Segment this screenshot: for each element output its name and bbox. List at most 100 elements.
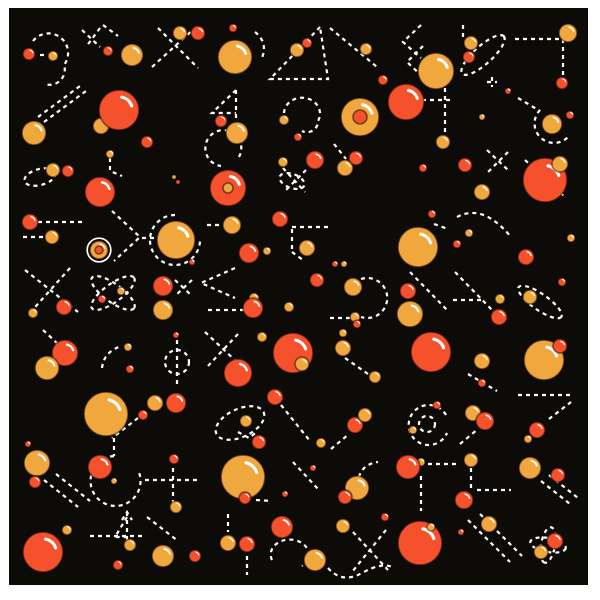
- pattern-dot: [152, 275, 174, 297]
- dot-highlight: [355, 419, 361, 425]
- dot-highlight: [163, 302, 171, 309]
- pattern-dot: [27, 307, 39, 319]
- pattern-dot: [551, 155, 569, 173]
- dot-highlight: [37, 453, 47, 462]
- dashed-shape: [90, 274, 136, 312]
- pattern-dot: [352, 319, 362, 329]
- pattern-dot: [552, 338, 568, 354]
- dot-highlight: [408, 458, 417, 466]
- dot-body: [156, 220, 196, 260]
- dot-highlight: [436, 401, 441, 405]
- dashed-shape: [327, 564, 393, 579]
- dot-body: [522, 289, 538, 305]
- pattern-dot: [478, 113, 486, 121]
- dot-body: [399, 282, 417, 300]
- dot-highlight: [143, 411, 147, 415]
- pattern-dot: [256, 331, 268, 343]
- dot-highlight: [545, 345, 559, 358]
- pattern-dot: [463, 452, 479, 468]
- pattern-dot: [408, 425, 418, 435]
- dot-highlight: [343, 342, 349, 348]
- pattern-dot: [251, 434, 267, 450]
- pattern-dot: [303, 548, 327, 572]
- dot-highlight: [180, 27, 185, 33]
- dot-highlight: [408, 285, 414, 291]
- dashed-shape: [214, 405, 266, 441]
- pattern-dot: [396, 300, 424, 328]
- dot-highlight: [47, 359, 56, 367]
- dot-body: [377, 74, 389, 86]
- pattern-dot: [22, 531, 64, 573]
- pattern-dot: [102, 45, 114, 57]
- pattern-dot: [283, 301, 295, 313]
- dot-body: [256, 331, 268, 343]
- dot-highlight: [307, 242, 313, 248]
- dot-highlight: [297, 133, 302, 137]
- dot-highlight: [284, 116, 288, 120]
- dot-highlight: [254, 294, 258, 298]
- dot-highlight: [481, 114, 485, 117]
- dot-highlight: [530, 459, 538, 467]
- dot-highlight: [297, 44, 302, 50]
- dashed-shape: [292, 461, 319, 490]
- pattern-dot: [475, 411, 495, 431]
- dot-body: [533, 544, 549, 560]
- dot-highlight: [419, 232, 433, 245]
- dot-highlight: [232, 24, 237, 28]
- dot-body: [518, 456, 542, 480]
- pattern-dot: [168, 453, 180, 465]
- pattern-dot: [315, 437, 327, 449]
- dot-highlight: [176, 502, 181, 507]
- dot-body: [87, 454, 113, 480]
- dot-body: [396, 300, 424, 328]
- pattern-dot: [541, 113, 563, 135]
- dot-highlight: [422, 164, 427, 168]
- pattern-dot: [294, 356, 310, 372]
- pattern-dot: [340, 260, 348, 268]
- dot-body: [550, 467, 566, 483]
- dot-highlight: [343, 261, 347, 264]
- dot-body: [541, 113, 563, 135]
- dot-body: [335, 518, 351, 534]
- dashed-shape: [102, 24, 119, 37]
- dashed-shape: [540, 480, 571, 505]
- dot-body: [473, 352, 491, 370]
- pattern-dot: [418, 163, 428, 173]
- dot-body: [298, 239, 316, 257]
- dot-body: [61, 164, 75, 178]
- dot-highlight: [473, 407, 479, 413]
- dot-body: [301, 37, 313, 49]
- dot-body: [61, 524, 73, 536]
- pattern-dot: [281, 490, 289, 498]
- dot-body: [171, 174, 177, 180]
- dot-body: [277, 156, 289, 168]
- dot-body: [278, 114, 290, 126]
- dashed-shape: [85, 27, 101, 48]
- dot-body: [214, 114, 228, 128]
- pattern-dot: [426, 522, 436, 532]
- dot-highlight: [44, 537, 58, 550]
- dot-body: [271, 210, 289, 228]
- dot-body: [34, 355, 60, 381]
- pattern-dot: [477, 378, 487, 388]
- dot-highlight: [113, 478, 117, 481]
- dot-highlight: [552, 116, 560, 123]
- dot-highlight: [163, 547, 171, 555]
- dot-highlight: [541, 546, 546, 552]
- dot-ring: [86, 237, 112, 263]
- dot-body: [309, 272, 325, 288]
- dot-body: [368, 370, 382, 384]
- pattern-dot: [277, 156, 289, 168]
- pattern-dot: [387, 83, 425, 121]
- dot-body: [473, 183, 491, 201]
- pattern-dot: [97, 294, 107, 304]
- dot-highlight: [430, 523, 435, 527]
- dot-highlight: [129, 365, 134, 369]
- pattern-dot: [175, 179, 181, 185]
- dot-highlight: [280, 213, 286, 219]
- dot-highlight: [284, 491, 288, 494]
- dot-highlight: [244, 461, 259, 475]
- dot-body: [294, 356, 310, 372]
- pattern-dot: [348, 150, 364, 166]
